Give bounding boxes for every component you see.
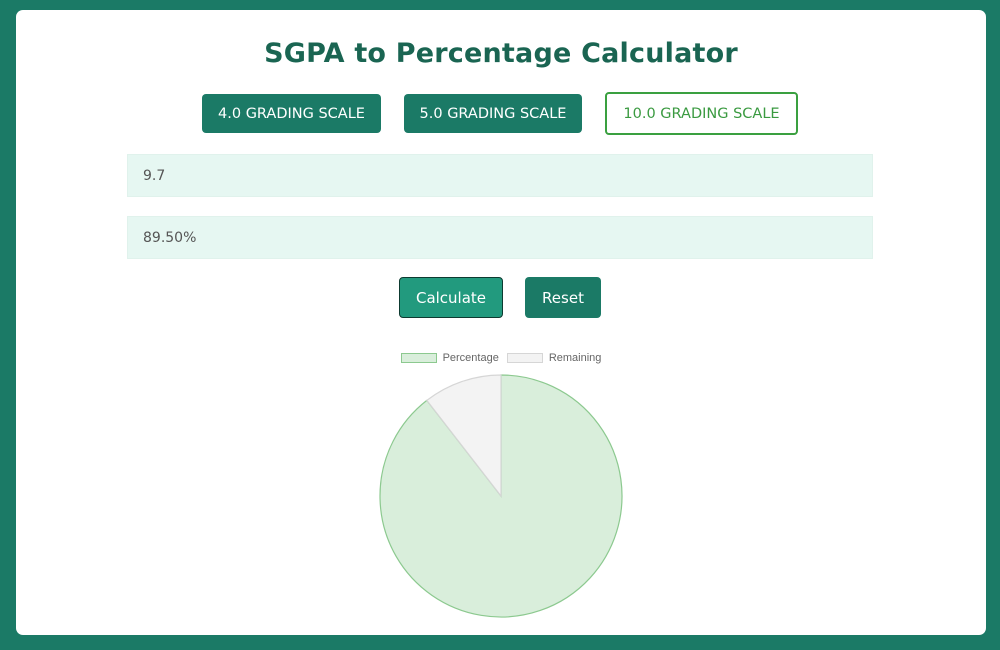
remaining-swatch — [506, 353, 543, 363]
legend-label-percentage: Percentage — [442, 352, 499, 364]
reset-button[interactable]: Reset — [525, 277, 601, 318]
scale-10-button[interactable]: 10.0 GRADING SCALE — [605, 92, 798, 135]
scale-4-button[interactable]: 4.0 GRADING SCALE — [202, 94, 381, 133]
percentage-swatch — [400, 353, 437, 363]
page-title: SGPA to Percentage Calculator — [264, 38, 738, 69]
calculator-card: SGPA to Percentage Calculator 4.0 GRADIN… — [16, 10, 986, 635]
legend-label-remaining: Remaining — [548, 352, 602, 364]
sgpa-input[interactable] — [127, 154, 873, 197]
percentage-pie-chart — [379, 374, 623, 618]
legend-item-percentage[interactable]: Percentage — [400, 352, 499, 364]
scale-5-button[interactable]: 5.0 GRADING SCALE — [404, 94, 582, 133]
chart-legend: Percentage Remaining — [16, 352, 986, 364]
calculate-button[interactable]: Calculate — [399, 277, 503, 318]
pie-slice-remaining[interactable] — [425, 374, 502, 498]
percentage-output[interactable] — [127, 216, 873, 259]
legend-item-remaining[interactable]: Remaining — [506, 352, 602, 364]
